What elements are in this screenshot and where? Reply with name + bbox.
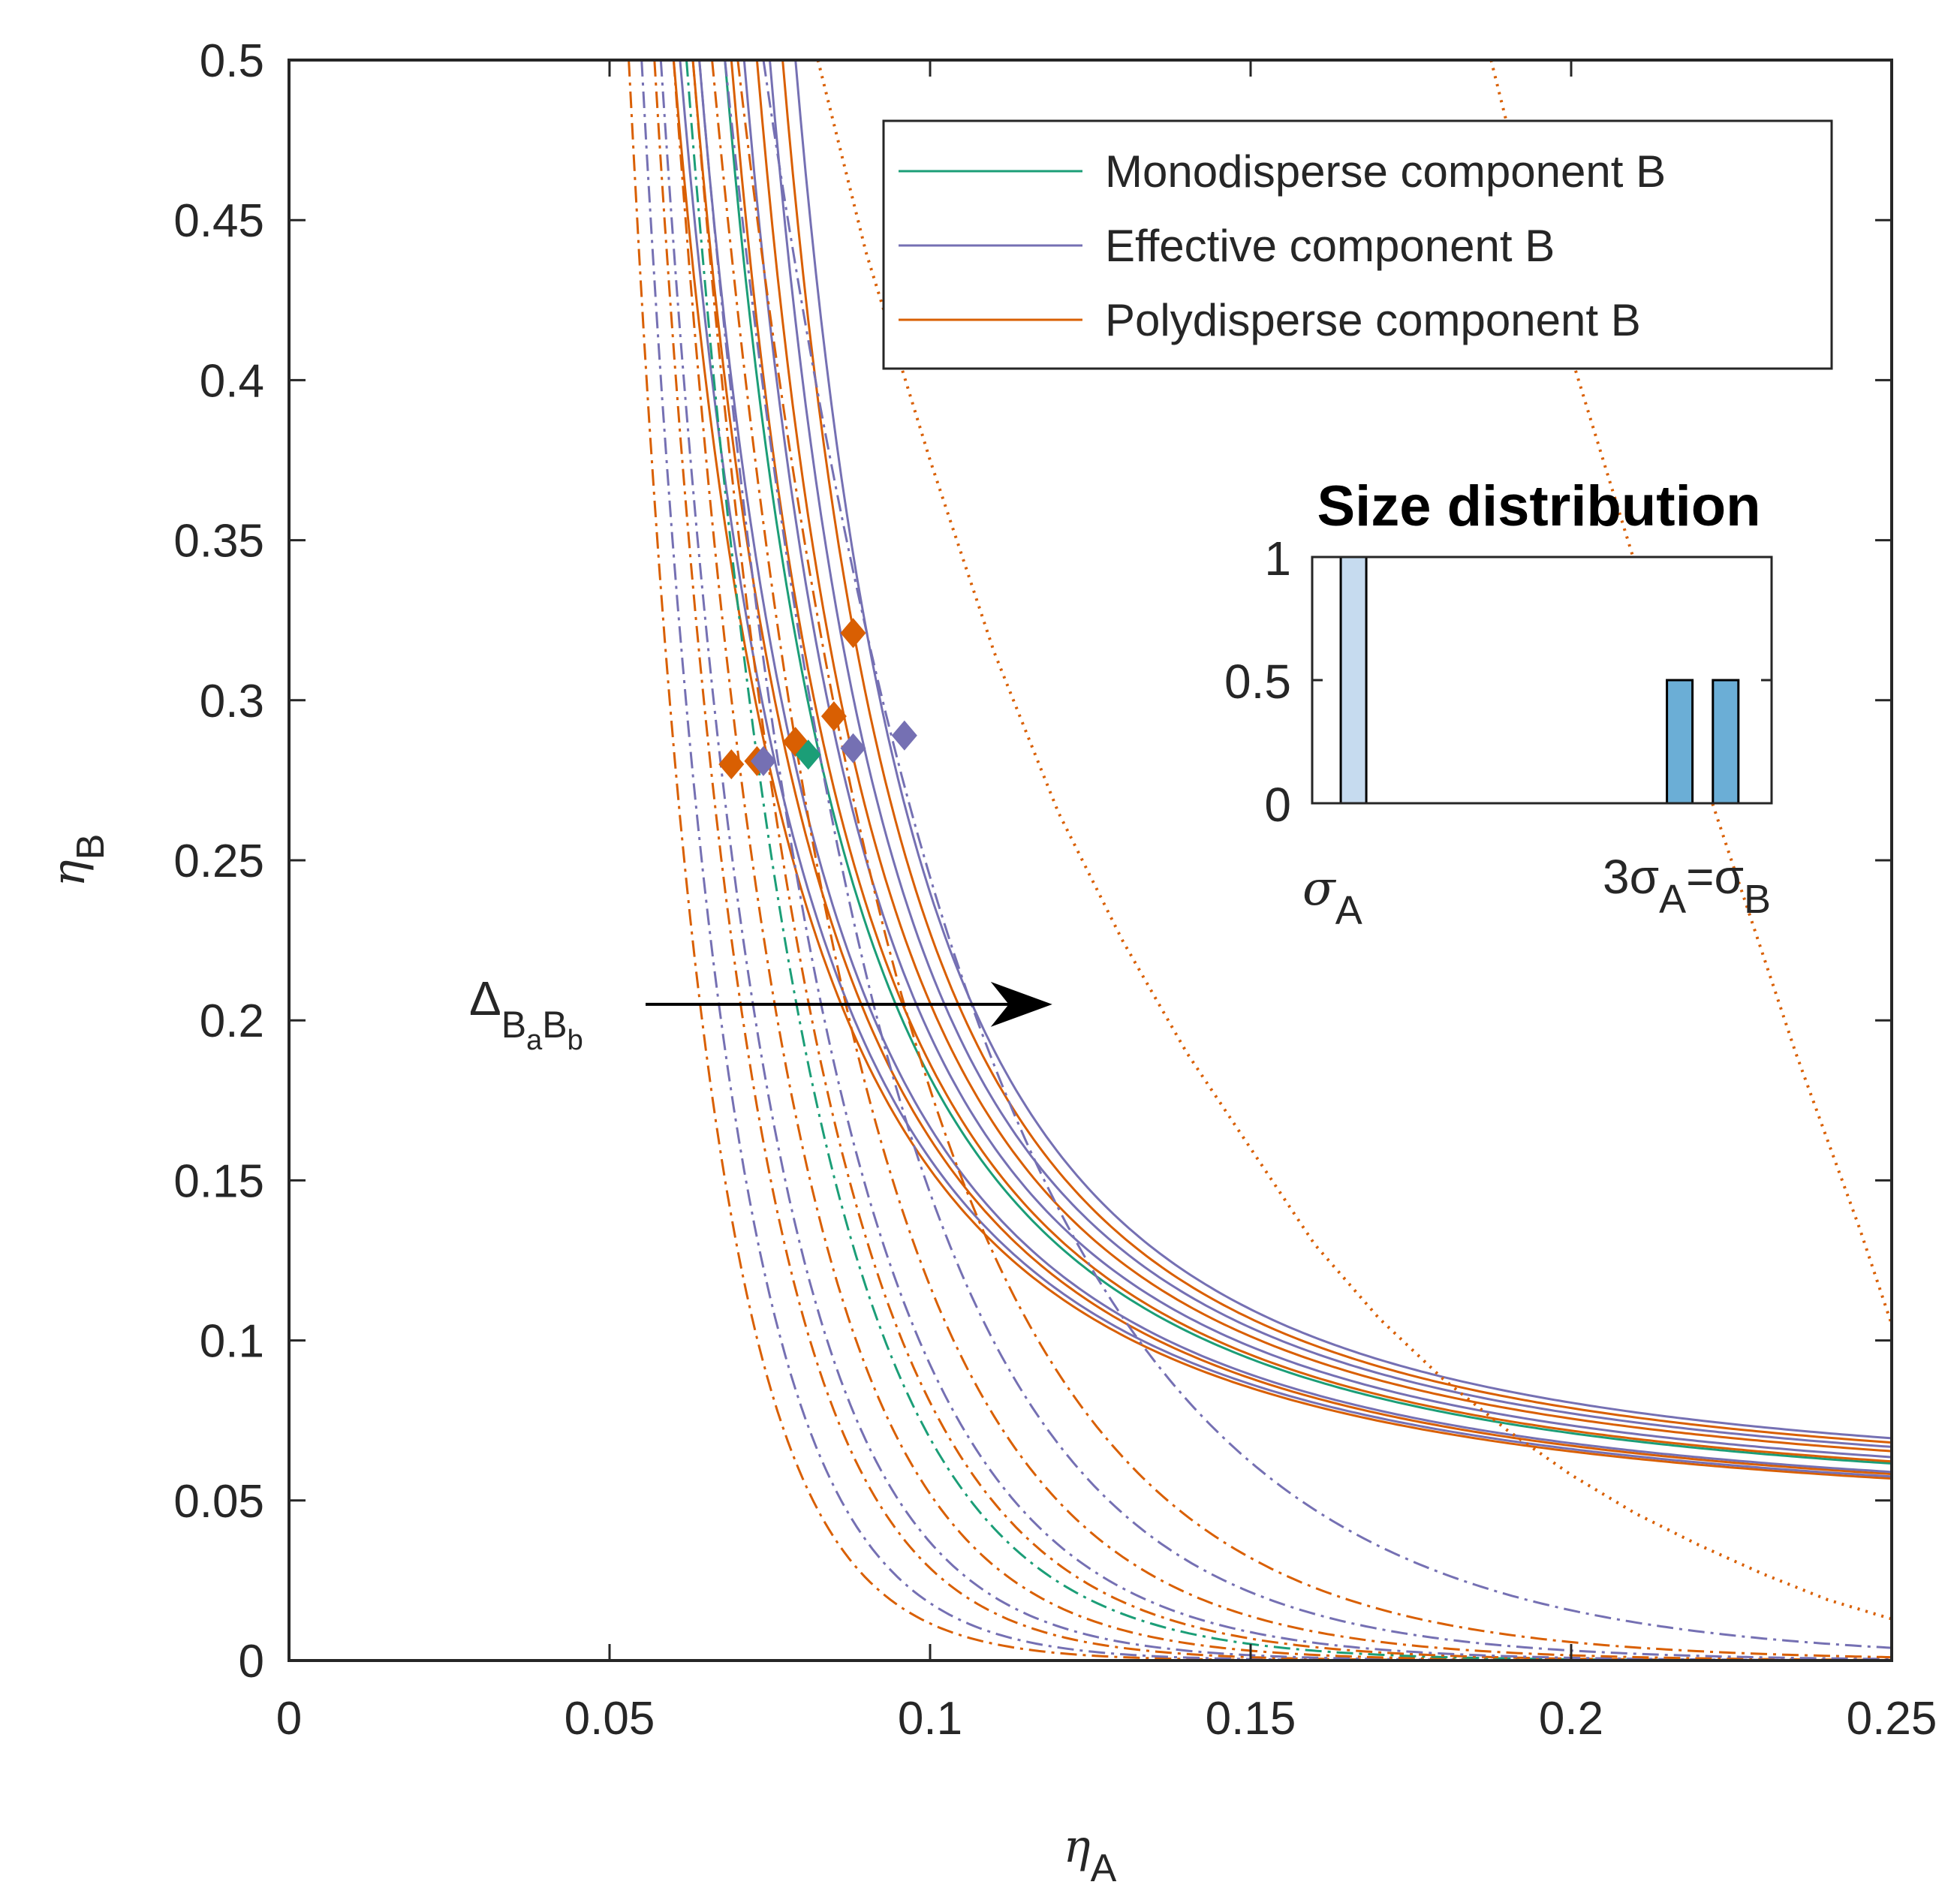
x-tick-label-3: 0.15 [1206,1693,1296,1745]
x-tick-label-0: 0 [276,1693,302,1745]
dashdot-curve-6 [691,60,1892,1661]
solid-curve-9 [781,60,1891,1444]
y-tick-label-5: 0.25 [173,836,264,887]
marker-diamond-0 [718,749,745,780]
x-axis-label: ηA [1064,1820,1117,1890]
marker-diamond-2 [750,745,776,776]
inset-xlabel-left: σA [1302,861,1362,933]
inset-y-tick-label-1: 0.5 [1224,655,1291,709]
x-tick-label-4: 0.2 [1539,1693,1603,1745]
x-tick-label-2: 0.1 [898,1693,962,1745]
delta-arrow-head [990,981,1052,1027]
y-tick-label-3: 0.15 [173,1155,264,1207]
inset-bar-1 [1666,679,1694,805]
solid-curve-10 [794,60,1892,1440]
markers-group [718,618,917,780]
legend: Monodisperse component B Effective compo… [882,119,1833,370]
inset-y-tick-label-0: 0 [1264,778,1291,832]
ticks-group: 0 0.05 0.1 0.15 0.2 0.25 0 0.05 0.1 0.15 0.2 0.25 0.… [173,35,1937,1745]
dashdot-curve-11 [762,60,1892,1649]
y-tick-label-8: 0.4 [200,355,264,407]
solid-curve-8 [768,60,1892,1448]
legend-label-effective: Effective component B [1105,221,1555,271]
x-tick-label-1: 0.05 [565,1693,655,1745]
y-axis-label: ηB [43,834,113,887]
inset-title: Size distribution [1317,474,1760,538]
dashdot-curve-8 [711,60,1892,1661]
curves-group [628,60,1892,1661]
legend-label-monodisperse: Monodisperse component B [1105,146,1666,197]
marker-diamond-8 [891,720,917,751]
inset-y-tick-label-2: 1 [1264,531,1291,586]
inset-bar-0 [1339,556,1368,805]
x-tick-label-5: 0.25 [1847,1693,1937,1745]
solid-curve-1 [679,60,1891,1478]
y-tick-label-0: 0 [239,1636,264,1688]
y-tick-label-9: 0.45 [173,195,264,247]
delta-annotation-label: ΔBaBb [469,971,583,1056]
solid-curve-2 [691,60,1892,1476]
delta-annotation: ΔBaBb [469,971,1052,1056]
legend-label-polydisperse: Polydisperse component B [1105,295,1641,345]
marker-diamond-4 [795,739,821,770]
y-tick-label-1: 0.05 [173,1476,264,1528]
marker-diamond-7 [840,618,866,649]
inset-bar-2 [1712,679,1740,805]
inset-xlabel-right: 3σA=σB [1603,850,1771,922]
y-tick-label-10: 0.5 [200,35,264,87]
dashdot-curve-9 [724,60,1892,1661]
solid-curve-6 [742,60,1892,1459]
dashdot-curve-10 [736,60,1892,1659]
marker-diamond-5 [820,701,847,732]
inset-plot-area [1312,557,1772,803]
y-tick-label-4: 0.2 [200,995,264,1047]
solid-curve-4 [724,60,1892,1465]
inset-size-distribution: Size distribution 00.51 σA 3σA=σB [1224,474,1773,933]
y-tick-label-6: 0.3 [200,676,264,727]
solid-curve-0 [672,60,1892,1480]
marker-diamond-6 [840,733,866,763]
solid-curve-3 [698,60,1892,1474]
y-tick-label-2: 0.1 [200,1316,264,1368]
solid-curve-7 [755,60,1891,1453]
inset-ticks-group: 00.51 [1224,531,1772,832]
y-tick-label-7: 0.35 [173,516,264,568]
